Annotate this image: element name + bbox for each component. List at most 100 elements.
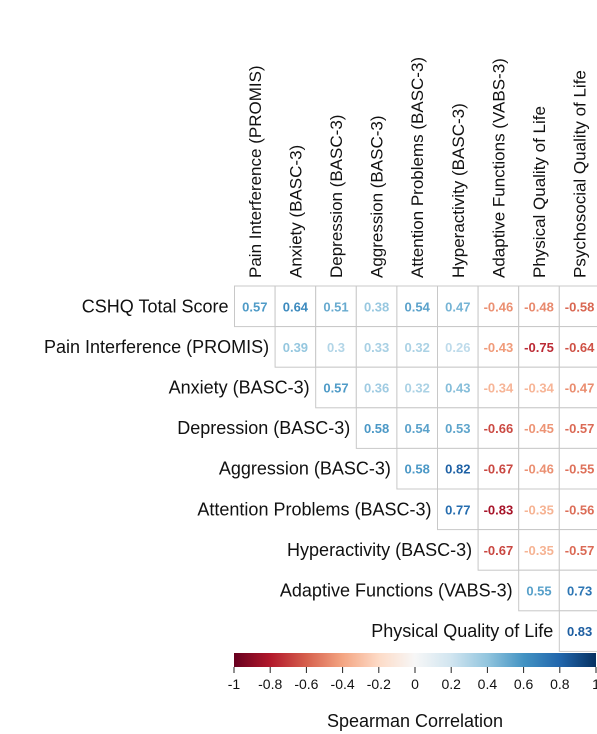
heatmap-cell: [558, 366, 597, 409]
heatmap-cell: [477, 285, 520, 328]
heatmap-cell: [518, 529, 560, 571]
heatmap-cell: [558, 529, 597, 571]
column-label: Psychosocial Quality of Life: [571, 70, 590, 278]
cell-value: 0.32: [405, 340, 430, 355]
legend-tick-label: -0.4: [331, 676, 355, 692]
legend-title: Spearman Correlation: [327, 711, 503, 731]
heatmap-cell: [234, 285, 276, 328]
cell-value: 0.77: [445, 502, 470, 517]
heatmap-cell: [477, 366, 520, 409]
cell-value: 0.82: [445, 462, 470, 477]
cell-value: -0.47: [565, 381, 595, 396]
row-label: Physical Quality of Life: [371, 621, 553, 641]
cell-value: 0.57: [242, 299, 267, 314]
heatmap-cell: [558, 407, 597, 449]
row-label: CSHQ Total Score: [82, 296, 229, 316]
column-label: Hyperactivity (BASC-3): [449, 103, 468, 278]
cell-value: -0.67: [484, 543, 514, 558]
legend-colorbar: [234, 653, 596, 667]
cell-value: -0.66: [484, 421, 514, 436]
heatmap-cell: [558, 569, 597, 612]
cell-value: -0.46: [484, 299, 514, 314]
legend-tick-label: 0.6: [514, 676, 534, 692]
column-label: Pain Interference (PROMIS): [246, 65, 265, 278]
cell-value: 0.26: [445, 340, 470, 355]
legend-tick-label: -1: [228, 676, 241, 692]
cell-value: -0.57: [565, 543, 595, 558]
cell-value: -0.55: [565, 462, 595, 477]
cell-value: 0.73: [567, 584, 592, 599]
legend-tick-label: 0.2: [441, 676, 461, 692]
row-label: Adaptive Functions (VABS-3): [280, 581, 513, 601]
row-label: Anxiety (BASC-3): [169, 378, 310, 398]
legend-tick-label: 0.4: [478, 676, 498, 692]
cell-value: -0.35: [524, 502, 554, 517]
cell-value: -0.75: [524, 340, 554, 355]
heatmap-cell: [518, 366, 560, 409]
cell-value: -0.56: [565, 502, 595, 517]
cell-value: 0.53: [445, 421, 470, 436]
column-label: Adaptive Functions (VABS-3): [489, 58, 508, 278]
cell-value: -0.57: [565, 421, 595, 436]
cell-value: -0.48: [524, 299, 554, 314]
heatmap-cell: [558, 488, 597, 531]
heatmap-cells: 0.57 0.64 0.51 0.38 0.54 0.47 -0.46 -0.48 -0.58 0…: [234, 285, 597, 652]
cell-value: -0.45: [524, 421, 554, 436]
heatmap-cell: [396, 447, 438, 490]
row-label: Pain Interference (PROMIS): [44, 337, 269, 357]
heatmap-cell: [355, 366, 398, 409]
row-label: Attention Problems (BASC-3): [197, 499, 431, 519]
heatmap-cell: [518, 488, 560, 531]
cell-value: 0.57: [323, 381, 348, 396]
heatmap-cell: [518, 569, 560, 612]
cell-value: 0.32: [405, 381, 430, 396]
heatmap-cell: [518, 447, 560, 490]
heatmap-cell: [274, 326, 317, 368]
cell-value: -0.34: [484, 381, 514, 396]
legend-tick-label: 0: [411, 676, 419, 692]
column-label: Anxiety (BASC-3): [286, 145, 305, 278]
cell-value: 0.33: [364, 340, 389, 355]
heatmap-cell: [437, 488, 479, 531]
color-legend: -1 -0.8 -0.6 -0.4 -0.2 0 0.2 0.4 0.6 0.8 1 Spearma…: [228, 653, 597, 731]
cell-value: 0.47: [445, 299, 470, 314]
cell-value: 0.51: [323, 299, 348, 314]
cell-value: -0.67: [484, 462, 514, 477]
heatmap-cell: [558, 285, 597, 328]
cell-value: 0.54: [405, 421, 431, 436]
heatmap-cell: [315, 326, 357, 368]
cell-value: 0.58: [405, 462, 430, 477]
column-label: Attention Problems (BASC-3): [408, 57, 427, 278]
legend-tick-label: 0.8: [550, 676, 570, 692]
row-labels: CSHQ Total Score Pain Interference (PROMI…: [44, 296, 553, 641]
cell-value: -0.64: [565, 340, 595, 355]
legend-tick-label: -0.8: [258, 676, 282, 692]
cell-value: 0.38: [364, 299, 389, 314]
legend-tick-label: -0.6: [294, 676, 318, 692]
cell-value: 0.64: [283, 299, 309, 314]
heatmap-cell: [396, 326, 438, 368]
column-labels: Pain Interference (PROMIS) Anxiety (BASC-…: [246, 57, 590, 278]
cell-value: -0.83: [484, 502, 514, 517]
heatmap-cell: [477, 447, 520, 490]
heatmap-cell: [558, 447, 597, 490]
cell-value: -0.34: [524, 381, 554, 396]
row-label: Depression (BASC-3): [177, 418, 350, 438]
cell-value: 0.39: [283, 340, 308, 355]
cell-value: 0.54: [405, 299, 431, 314]
column-label: Aggression (BASC-3): [368, 115, 387, 278]
cell-value: -0.58: [565, 299, 595, 314]
heatmap-cell: [518, 285, 560, 328]
cell-value: 0.3: [327, 340, 345, 355]
column-label: Physical Quality of Life: [530, 106, 549, 278]
heatmap-cell: [558, 610, 597, 652]
legend-tick-label: 1: [592, 676, 597, 692]
row-label: Hyperactivity (BASC-3): [287, 540, 472, 560]
heatmap-cell: [437, 447, 479, 490]
cell-value: -0.35: [524, 543, 554, 558]
legend-tick-label: -0.2: [367, 676, 391, 692]
row-label: Aggression (BASC-3): [219, 459, 391, 479]
cell-value: 0.36: [364, 381, 389, 396]
column-label: Depression (BASC-3): [327, 115, 346, 278]
